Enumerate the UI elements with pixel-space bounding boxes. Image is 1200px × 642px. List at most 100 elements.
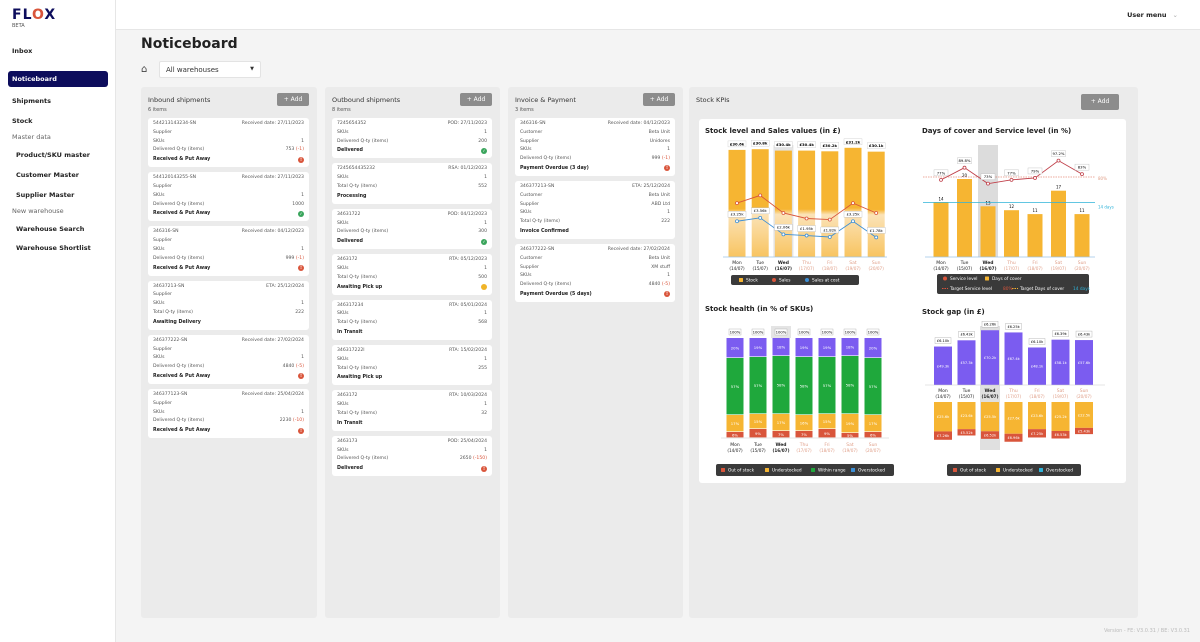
sidebar-item-customer-master[interactable]: Customer Master <box>16 171 79 179</box>
service-level-point[interactable] <box>1080 172 1084 177</box>
out-of-stock-bar[interactable] <box>981 431 999 439</box>
out-of-stock-bar[interactable] <box>957 429 976 436</box>
shipment-card[interactable]: 544213143234-SN Received date: 27/11/2023… <box>148 118 309 168</box>
understocked-bar[interactable] <box>981 402 999 432</box>
days-cover-bar[interactable] <box>1004 210 1019 257</box>
add-kpi-button[interactable]: + Add <box>1081 94 1119 110</box>
stock-bar[interactable] <box>867 151 885 257</box>
stock-bar[interactable] <box>751 149 769 257</box>
stock-health-segment-understocked[interactable] <box>864 415 882 432</box>
sales-point[interactable] <box>758 193 763 198</box>
shipment-card[interactable]: 346317234 RTA: 05/01/2024 SKUs 1 Total Q-ty … <box>332 299 492 340</box>
stock-health-segment-within-range[interactable] <box>841 356 859 414</box>
flox-logo[interactable]: FLOX <box>12 7 57 23</box>
add-button[interactable]: + Add <box>460 93 492 106</box>
understocked-bar[interactable] <box>1004 402 1023 434</box>
sidebar-item-warehouse-search[interactable]: Warehouse Search <box>16 225 85 233</box>
sidebar-item-stock[interactable]: Stock <box>12 117 33 125</box>
out-of-stock-bar[interactable] <box>1075 427 1093 435</box>
understocked-bar[interactable] <box>957 402 976 430</box>
sales-at-cost-point[interactable] <box>804 233 809 238</box>
sidebar-item-warehouse-shortlist[interactable]: Warehouse Shortlist <box>16 244 91 252</box>
shipment-card[interactable]: 346377222-SN Received date: 27/02/2024 Cus… <box>515 243 675 302</box>
user-menu[interactable]: User menu ⌄ <box>1127 11 1178 19</box>
shipment-card[interactable]: 346316-SN Received date: 04/12/2023 Suppli… <box>148 226 309 276</box>
sales-point[interactable] <box>851 201 855 205</box>
shipment-card[interactable]: 3463172 RTA: 10/03/2024 SKUs 1 Total Q-ty (i… <box>332 390 492 431</box>
stock-health-segment-overstocked[interactable] <box>818 338 836 357</box>
days-cover-bar[interactable] <box>1027 214 1043 257</box>
overstocked-bar[interactable] <box>934 346 952 385</box>
sales-at-cost-point[interactable] <box>874 235 879 240</box>
service-level-point[interactable] <box>986 181 990 186</box>
sales-point[interactable] <box>735 201 739 205</box>
stock-health-segment-out-of-stock[interactable] <box>749 429 767 438</box>
sidebar-item-noticeboard[interactable]: Noticeboard <box>8 71 108 87</box>
stock-health-segment-out-of-stock[interactable] <box>772 431 790 438</box>
shipment-card[interactable]: 346377222-SN Received date: 27/02/2024 Sup… <box>148 334 309 384</box>
service-level-point[interactable] <box>1056 158 1061 163</box>
shipment-card[interactable]: 3463172 RTA: 05/12/2023 SKUs 1 Total Q-ty (i… <box>332 254 492 295</box>
understocked-bar[interactable] <box>934 402 952 432</box>
add-button[interactable]: + Add <box>643 93 675 106</box>
sales-at-cost-point[interactable] <box>851 219 855 224</box>
stock-health-segment-within-range[interactable] <box>772 356 790 414</box>
shipment-card[interactable]: 346317222l RTA: 15/02/2024 SKUs 1 Total Q-ty… <box>332 344 492 386</box>
stock-health-segment-overstocked[interactable] <box>841 338 859 356</box>
shipment-card[interactable]: 34631722 POD: 04/12/2023 SKUs 1 Delivered Q-… <box>332 208 492 250</box>
stock-health-segment-out-of-stock[interactable] <box>864 432 882 438</box>
shipment-card[interactable]: 346377123-SN Received date: 25/04/2024 Sup… <box>148 388 309 439</box>
stock-health-segment-overstocked[interactable] <box>726 338 744 358</box>
days-cover-bar[interactable] <box>980 206 996 257</box>
sidebar-item-shipments[interactable]: Shipments <box>12 97 51 105</box>
shipment-card[interactable]: 7245654435232 RSA: 01/12/2023 SKUs 1 Total Q… <box>332 163 492 204</box>
sidebar-item-product-sku-master[interactable]: Product/SKU master <box>16 151 90 159</box>
sales-point[interactable] <box>781 211 786 215</box>
understocked-bar[interactable] <box>1051 402 1070 431</box>
stock-health-segment-within-range[interactable] <box>749 357 767 414</box>
stock-health-segment-understocked[interactable] <box>749 414 767 429</box>
out-of-stock-bar[interactable] <box>1051 430 1070 439</box>
overstocked-bar[interactable] <box>1075 340 1093 385</box>
shipment-card[interactable]: 34637213-SN ETA: 25/12/2024 Supplier SKUs 1 T… <box>148 280 309 330</box>
add-button[interactable]: + Add <box>277 93 309 106</box>
sales-point[interactable] <box>827 217 832 222</box>
stock-health-segment-out-of-stock[interactable] <box>726 432 744 438</box>
sales-point[interactable] <box>804 216 809 221</box>
shipment-card[interactable]: 7245654352 POD: 27/11/2023 SKUs 1 Delivered … <box>332 118 492 159</box>
stock-health-segment-overstocked[interactable] <box>864 338 882 358</box>
sales-at-cost-point[interactable] <box>735 219 739 224</box>
stock-bar[interactable] <box>774 150 792 257</box>
stock-health-segment-understocked[interactable] <box>818 414 836 429</box>
stock-health-segment-understocked[interactable] <box>795 415 813 431</box>
shipment-card[interactable]: 346377213-SN ETA: 25/12/2024 Customer Beta … <box>515 180 675 239</box>
out-of-stock-bar[interactable] <box>1004 433 1023 442</box>
stock-health-segment-out-of-stock[interactable] <box>795 431 813 438</box>
stock-health-segment-overstocked[interactable] <box>772 338 790 356</box>
sales-at-cost-point[interactable] <box>781 232 786 237</box>
days-cover-bar[interactable] <box>1051 190 1066 257</box>
stock-health-segment-overstocked[interactable] <box>749 338 767 357</box>
out-of-stock-bar[interactable] <box>934 431 952 440</box>
sidebar-item-inbox[interactable]: Inbox <box>12 47 33 55</box>
service-level-point[interactable] <box>962 165 967 170</box>
stock-health-segment-understocked[interactable] <box>772 414 790 431</box>
sales-point[interactable] <box>874 211 879 215</box>
stock-health-segment-within-range[interactable] <box>795 357 813 415</box>
warehouse-select[interactable]: All warehouses ▼ <box>159 61 261 78</box>
shipment-card[interactable]: 346316-SN Received date: 04/12/2023 Custom… <box>515 118 675 176</box>
stock-health-segment-within-range[interactable] <box>818 357 836 414</box>
overstocked-bar[interactable] <box>981 330 999 385</box>
overstocked-bar[interactable] <box>1028 347 1046 385</box>
stock-health-segment-understocked[interactable] <box>726 415 744 432</box>
days-cover-bar[interactable] <box>933 202 949 257</box>
stock-health-segment-understocked[interactable] <box>841 414 859 433</box>
service-level-point[interactable] <box>1009 177 1014 182</box>
overstocked-bar[interactable] <box>1051 339 1070 385</box>
shipment-card[interactable]: 544120143255-SN Received date: 27/11/2023… <box>148 172 309 222</box>
sales-at-cost-point[interactable] <box>758 215 763 220</box>
stock-health-segment-within-range[interactable] <box>726 358 744 415</box>
stock-health-segment-within-range[interactable] <box>864 358 882 415</box>
service-level-point[interactable] <box>939 177 943 182</box>
service-level-point[interactable] <box>1033 176 1037 180</box>
